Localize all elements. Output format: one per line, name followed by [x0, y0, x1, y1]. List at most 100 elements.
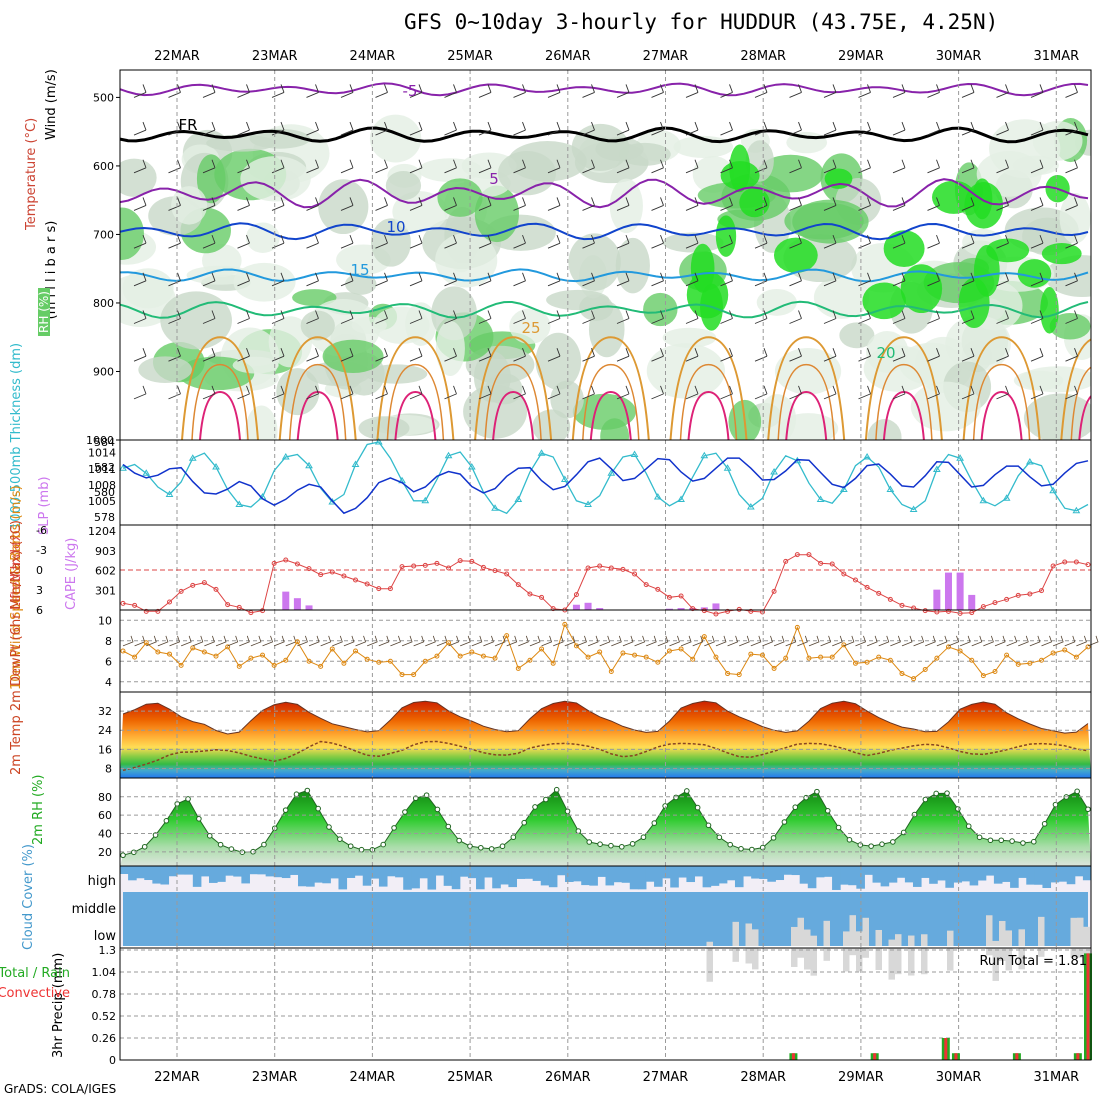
wind-barb: [754, 197, 768, 211]
precip-total-legend: Total / Rain: [0, 966, 70, 981]
thickness-point: [560, 475, 569, 482]
clear-gap: [895, 934, 902, 975]
thickness-point: [816, 495, 825, 502]
wind-barb: [616, 84, 630, 98]
high-cloud: [880, 866, 890, 887]
high-cloud: [565, 866, 574, 882]
wind-speed-point: [411, 672, 417, 678]
lifted-index-point: [713, 611, 719, 617]
wind-barb: [271, 310, 285, 324]
date-label-top: 26MAR: [545, 49, 591, 64]
surface-wind-barb: [576, 635, 587, 647]
high-cloud: [1050, 866, 1060, 883]
slp-line: [122, 457, 1089, 515]
cape-bar: [968, 594, 976, 610]
rh-tick-label: 80: [98, 791, 112, 804]
wind-barb: [375, 197, 388, 211]
rh-region: [351, 316, 387, 334]
thickness-tick-label: 584: [94, 436, 115, 449]
wind-barb: [547, 234, 561, 249]
wind-barb: [202, 197, 216, 211]
thickness-point: [723, 464, 732, 471]
wind-barb: [306, 121, 319, 136]
thickness-point: [281, 453, 290, 460]
wind-barb: [306, 348, 319, 362]
lifted-index-point: [701, 608, 707, 614]
surface-wind-barb: [1052, 635, 1064, 647]
high-cloud: [864, 866, 874, 875]
rh-axis-label: RH (%): [37, 291, 51, 333]
wind-barb: [375, 84, 388, 98]
wind-barb: [582, 234, 595, 249]
rh-point: [120, 852, 126, 859]
rh-point: [835, 824, 842, 831]
rh-region-moist: [900, 264, 943, 314]
wind-barb: [409, 272, 423, 287]
isotherm-dome: [582, 363, 640, 440]
lifted-index-point: [1038, 588, 1044, 594]
rh-point: [228, 846, 235, 852]
temperature-area: [120, 701, 1091, 778]
surface-wind-barb: [192, 635, 204, 647]
high-cloud: [403, 866, 412, 890]
wind-barb: [789, 234, 802, 249]
wind-barb: [375, 310, 388, 324]
wind-barb: [1030, 159, 1044, 174]
wind-barb: [720, 272, 733, 287]
wind-barb: [375, 121, 388, 136]
surface-wind-barb: [843, 635, 855, 647]
lifted-index-point: [655, 586, 661, 592]
high-cloud: [217, 866, 226, 882]
wind-barb: [340, 159, 354, 174]
cape-tick-label: 1204: [88, 525, 116, 538]
rh-point: [445, 823, 452, 830]
rh-point: [770, 835, 777, 841]
high-cloud: [467, 866, 477, 879]
clear-gap: [986, 915, 993, 956]
slp-tick-label: 1014: [88, 447, 116, 460]
wind-barb: [478, 385, 492, 400]
wind-barb: [927, 84, 940, 98]
wind-speed-point: [969, 657, 975, 663]
wind-speed-point: [318, 663, 324, 669]
lifted-index-point: [690, 606, 696, 612]
wind-barb: [306, 310, 319, 324]
isotherm-dome: [288, 363, 347, 440]
thickness-point: [351, 460, 360, 467]
wind-barb: [340, 121, 354, 136]
wind-barb: [1030, 272, 1044, 287]
wind-barb: [1065, 84, 1078, 98]
wind-speed-point: [469, 649, 475, 655]
wind-barb: [789, 348, 802, 362]
wind-barb: [892, 159, 906, 174]
wind-barb: [720, 234, 733, 249]
wind-barb: [1065, 272, 1078, 287]
rh-region: [609, 178, 643, 234]
wind-barb: [858, 84, 871, 98]
wind-barb: [478, 197, 492, 211]
thickness-point: [700, 451, 709, 459]
wind-barb: [133, 348, 147, 362]
wind-barb: [616, 272, 630, 287]
surface-wind-barb: [1018, 635, 1029, 647]
wind-barb: [754, 348, 768, 362]
high-cloud: [1074, 866, 1084, 877]
wind-speed-point: [213, 653, 219, 659]
wind-barb: [685, 272, 699, 287]
rh-point: [911, 811, 918, 818]
wind-barb: [478, 234, 492, 249]
rh-point: [618, 843, 625, 850]
high-cloud: [346, 866, 356, 878]
wind-barb: [616, 385, 630, 400]
rh-region: [1019, 366, 1091, 393]
wind-barb: [1030, 121, 1044, 136]
date-label-top: 30MAR: [936, 49, 982, 64]
wind-speed-point: [666, 648, 672, 654]
high-cloud: [144, 866, 153, 881]
wind-barb: [996, 385, 1009, 400]
rh-point: [510, 834, 517, 841]
rh-point: [1041, 821, 1048, 827]
wind-barb: [547, 385, 561, 400]
rh-point: [315, 805, 321, 812]
surface-wind-barb: [936, 635, 948, 647]
